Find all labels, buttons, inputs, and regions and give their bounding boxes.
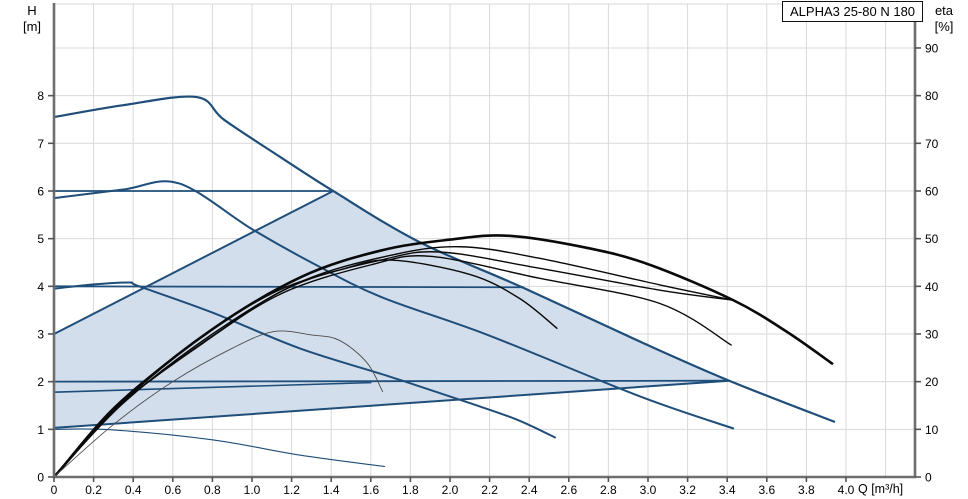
h-tick-label: 6	[37, 184, 44, 198]
eta-tick-label: 0	[925, 471, 932, 485]
pump-model-title-box: ALPHA3 25-80 N 180	[782, 1, 924, 22]
head-curve-min-speed	[53, 428, 386, 468]
eta-tick-label: 30	[925, 327, 939, 341]
x-tick-label: 2.2	[481, 483, 498, 497]
x-tick-label: 2.6	[560, 483, 577, 497]
x-tick-label: 3.8	[798, 483, 815, 497]
x-tick-label: 3.4	[719, 483, 736, 497]
x-tick-label: 1.0	[244, 483, 261, 497]
x-tick-label: 0.8	[204, 483, 221, 497]
efficiency-c	[53, 255, 732, 478]
h-tick-label: 5	[37, 232, 44, 246]
head-curve-speed-3	[52, 95, 836, 423]
prop-pressure-low	[53, 381, 372, 393]
h-tick-label: 8	[37, 89, 44, 103]
x-tick-label: 0	[51, 483, 58, 497]
eta-tick-label: 50	[925, 232, 939, 246]
x-tick-label: 2.4	[521, 483, 538, 497]
right-axis-title: eta [%]	[934, 3, 954, 34]
x-axis-title: Q [m³/h]	[858, 482, 904, 496]
x-tick-label: 1.2	[283, 483, 300, 497]
h-tick-label: 3	[37, 327, 44, 341]
prop-pressure-max	[53, 189, 335, 335]
x-tick-label: 1.6	[362, 483, 379, 497]
const-pressure-2m	[53, 379, 731, 383]
x-tick-label: 4.0	[838, 483, 855, 497]
x-tick-label: 3.2	[679, 483, 696, 497]
eta-tick-label: 70	[925, 137, 939, 151]
x-tick-label: 1.4	[323, 483, 340, 497]
left-axis-title: H [m]	[22, 3, 42, 34]
eta-tick-label: 10	[925, 423, 939, 437]
x-tick-label: 0.4	[125, 483, 142, 497]
h-tick-label: 0	[37, 471, 44, 485]
h-tick-label: 7	[37, 137, 44, 151]
eta-tick-label: 60	[925, 184, 939, 198]
x-tick-label: 0.6	[164, 483, 181, 497]
h-tick-label: 2	[37, 375, 44, 389]
duty-range-bottom	[53, 379, 731, 429]
x-tick-label: 3.0	[640, 483, 657, 497]
eta-tick-label: 90	[925, 41, 939, 55]
x-tick-label: 0.2	[85, 483, 102, 497]
eta-tick-label: 20	[925, 375, 939, 389]
h-tick-label: 4	[37, 280, 44, 294]
x-tick-label: 1.8	[402, 483, 419, 497]
duty-range-shading	[54, 190, 730, 428]
x-tick-label: 3.6	[758, 483, 775, 497]
efficiency-min	[53, 330, 384, 478]
efficiency-d	[53, 259, 558, 478]
h-tick-label: 1	[37, 423, 44, 437]
eta-tick-label: 80	[925, 89, 939, 103]
x-tick-label: 2.0	[442, 483, 459, 497]
x-tick-label: 2.8	[600, 483, 617, 497]
head-curve-speed-1	[53, 281, 556, 439]
eta-tick-label: 40	[925, 280, 939, 294]
